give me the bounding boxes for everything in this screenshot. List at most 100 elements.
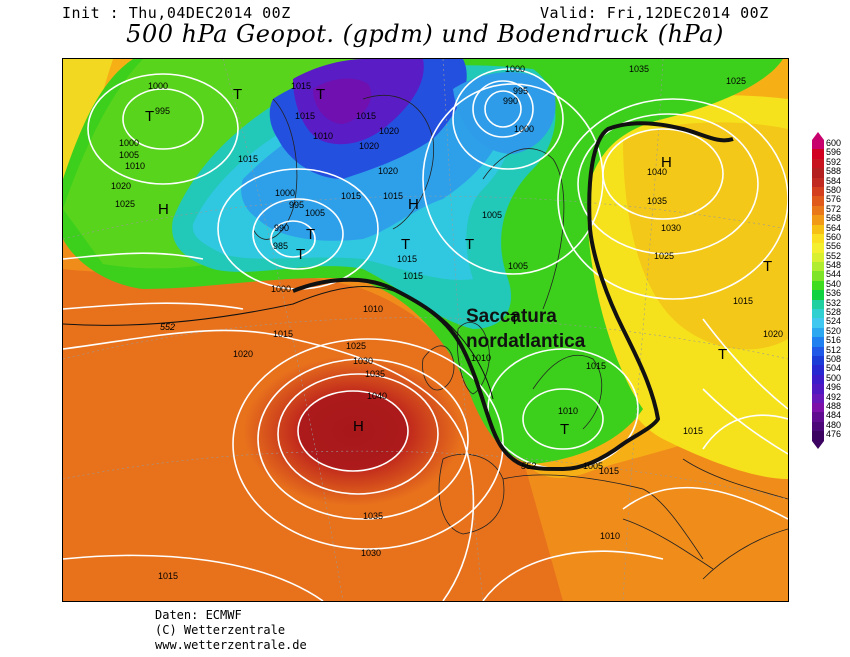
field-orange-east: [623, 122, 788, 350]
legend-cell: 496: [812, 382, 841, 394]
isobars: [63, 68, 788, 601]
legend-label: 572: [826, 203, 842, 214]
legend-cell: 492: [812, 392, 841, 403]
isobar-label: 1025: [115, 199, 135, 209]
field-darkred-core: [298, 391, 408, 471]
isobar-label: 1030: [353, 356, 373, 366]
legend-label: 524: [826, 316, 842, 327]
legend-cell: 544: [812, 269, 841, 281]
isobar-label: 1005: [508, 261, 528, 271]
legend-cell: 584: [812, 176, 841, 187]
geopotential-label: 552: [521, 461, 536, 471]
isobar-label: 1015: [238, 154, 258, 164]
isobar-label: 990: [274, 223, 289, 233]
legend-label: 492: [826, 391, 842, 402]
legend-cell: 500: [812, 373, 841, 385]
legend-label: 600: [826, 138, 842, 148]
legend-cell: 588: [812, 166, 841, 178]
isobar-label: 1035: [365, 369, 385, 379]
isobar-label: 1020: [111, 181, 131, 191]
legend-arrow-top: [812, 132, 824, 140]
isobar-label: 1040: [647, 167, 667, 177]
isobar-label: 1000: [148, 81, 168, 91]
isobar-label: 1010: [471, 353, 491, 363]
legend-label: 564: [826, 222, 842, 233]
legend-label: 516: [826, 335, 842, 346]
legend-cell: 580: [812, 185, 841, 197]
isobar-label: 1025: [346, 341, 366, 351]
isobar-label: 1035: [647, 196, 667, 206]
legend-cell: 552: [812, 251, 841, 263]
isobar-label: 1040: [367, 391, 387, 401]
annotation-line2: nordatlantica: [466, 331, 586, 352]
init-time: Init : Thu,04DEC2014 00Z: [62, 4, 291, 22]
credit-copyright: (C) Wetterzentrale: [155, 623, 286, 637]
isobar-label: 1020: [378, 166, 398, 176]
legend-cell: 532: [812, 298, 841, 310]
pressure-center-low-baltic: T: [510, 311, 519, 328]
legend-label: 588: [826, 166, 842, 177]
legend-label: 540: [826, 278, 842, 289]
isobar-label: 1015: [683, 426, 703, 436]
isobar-label: 1000: [275, 188, 295, 198]
credits: Daten: ECMWF (C) Wetterzentrale www.wett…: [155, 608, 307, 653]
legend-cell: 540: [812, 279, 841, 291]
legend-label: 512: [826, 344, 842, 355]
legend-cell: 512: [812, 345, 841, 356]
legend-cell: 480: [812, 420, 841, 432]
pressure-center-low-ukraine: T: [718, 346, 727, 363]
legend-cell: 560: [812, 232, 841, 244]
legend-label: 488: [826, 400, 842, 411]
legend-label: 568: [826, 213, 842, 224]
isobar-label: 1010: [558, 406, 578, 416]
pressure-center-low-east: T: [763, 258, 772, 275]
map-canvas: Saccatura nordatlantica HHH HT TTTTTTTTTT …: [63, 59, 788, 601]
legend-cell: 576: [812, 194, 841, 206]
legend-label: 544: [826, 269, 842, 280]
credit-url[interactable]: www.wetterzentrale.de: [155, 638, 307, 652]
legend-cell: 516: [812, 335, 841, 347]
field-purple: [313, 78, 372, 124]
credit-data-source: Daten: ECMWF: [155, 608, 242, 622]
legend-label: 480: [826, 419, 842, 430]
isobar-label: 995: [289, 200, 304, 210]
isobar-label: 995: [155, 106, 170, 116]
geopotential-labels: 552 552: [160, 322, 536, 471]
legend-label: 536: [826, 288, 842, 299]
isobar-label: 1030: [661, 223, 681, 233]
legend-cell: 556: [812, 241, 841, 253]
isobar-label: 1020: [359, 141, 379, 151]
isobar-label: 1015: [341, 191, 361, 201]
legend-label: 500: [826, 372, 842, 383]
legend-cell: 488: [812, 401, 841, 413]
legend-label: 584: [826, 175, 842, 186]
isobar-label: 1035: [363, 511, 383, 521]
legend-label: 576: [826, 194, 842, 205]
legend-cell: 504: [812, 363, 841, 375]
legend-label: 496: [826, 382, 842, 393]
legend-cell: 568: [812, 213, 841, 225]
pressure-center-low-italy: T: [560, 421, 569, 438]
pressure-center-low-iceland-west: T: [306, 226, 315, 243]
isobar-label: 1015: [383, 191, 403, 201]
isobar-label: 1015: [403, 271, 423, 281]
pressure-center-high-greenland: H: [158, 201, 169, 218]
coastlines: [252, 95, 788, 580]
legend-cell: 476: [812, 429, 841, 441]
legend-cell: 484: [812, 410, 841, 422]
isobar-label: 1005: [119, 150, 139, 160]
legend-label: 532: [826, 297, 842, 308]
isobar-label: 1015: [273, 329, 293, 339]
legend-label: 520: [826, 325, 842, 336]
isobar-label: 1010: [125, 161, 145, 171]
isobar-label: 1025: [654, 251, 674, 261]
isobar-label: 1005: [583, 461, 603, 471]
isobar-label: 1000: [119, 138, 139, 148]
geopotential-label: 552: [160, 322, 175, 332]
legend-label: 508: [826, 353, 842, 364]
geopotential-552-line: [63, 286, 494, 400]
legend-label: 504: [826, 363, 842, 374]
legend-label: 592: [826, 156, 842, 167]
legend-label: 552: [826, 250, 842, 261]
legend-cell: 528: [812, 307, 841, 319]
